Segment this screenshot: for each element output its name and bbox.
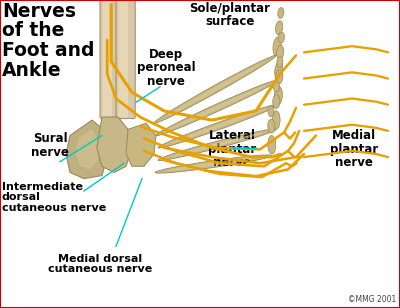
Polygon shape xyxy=(66,120,108,179)
Text: Nerves
of the
Foot and
Ankle: Nerves of the Foot and Ankle xyxy=(2,2,94,80)
Ellipse shape xyxy=(278,8,284,18)
Polygon shape xyxy=(76,129,99,169)
Ellipse shape xyxy=(168,86,266,130)
Ellipse shape xyxy=(275,62,283,80)
Ellipse shape xyxy=(268,106,274,117)
Ellipse shape xyxy=(273,37,281,55)
Ellipse shape xyxy=(158,104,278,148)
Polygon shape xyxy=(126,123,156,166)
Ellipse shape xyxy=(277,57,283,67)
FancyBboxPatch shape xyxy=(118,0,128,118)
Text: Medial dorsal
cutaneous nerve: Medial dorsal cutaneous nerve xyxy=(48,254,152,274)
Ellipse shape xyxy=(276,21,283,34)
Ellipse shape xyxy=(278,32,284,43)
Ellipse shape xyxy=(274,86,282,105)
Text: ©MMG 2001: ©MMG 2001 xyxy=(348,295,396,304)
Ellipse shape xyxy=(170,132,264,157)
Ellipse shape xyxy=(156,80,278,136)
Ellipse shape xyxy=(276,45,284,59)
Text: Sural
nerve: Sural nerve xyxy=(31,132,69,159)
Ellipse shape xyxy=(276,70,283,84)
Ellipse shape xyxy=(167,157,260,171)
Ellipse shape xyxy=(158,129,276,160)
Text: Medial
plantar
nerve: Medial plantar nerve xyxy=(330,129,378,169)
Ellipse shape xyxy=(268,119,275,133)
Text: Lateral
plantar
nerve: Lateral plantar nerve xyxy=(208,129,256,169)
Text: Intermediate
dorsal
cutaneous nerve: Intermediate dorsal cutaneous nerve xyxy=(2,182,106,213)
Ellipse shape xyxy=(166,62,264,116)
Ellipse shape xyxy=(170,109,266,144)
Ellipse shape xyxy=(273,95,280,108)
Polygon shape xyxy=(97,117,132,172)
Ellipse shape xyxy=(272,111,280,129)
Ellipse shape xyxy=(274,81,280,92)
Ellipse shape xyxy=(155,155,272,173)
Ellipse shape xyxy=(268,136,276,154)
FancyBboxPatch shape xyxy=(100,0,119,119)
Text: Sole/plantar
surface: Sole/plantar surface xyxy=(190,2,270,28)
Ellipse shape xyxy=(154,55,276,123)
FancyBboxPatch shape xyxy=(116,0,135,119)
Text: Deep
peroneal
nerve: Deep peroneal nerve xyxy=(137,48,195,88)
FancyBboxPatch shape xyxy=(102,0,112,118)
